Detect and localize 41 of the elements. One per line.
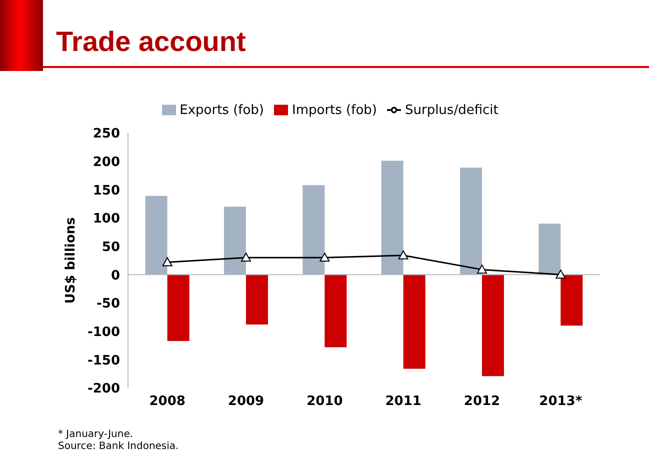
x-tick-label: 2009: [228, 394, 264, 410]
bar: [403, 274, 426, 369]
y-tick-label: 250: [92, 126, 120, 142]
legend-label: Imports (fob): [292, 103, 377, 118]
y-tick-label: 0: [110, 268, 120, 284]
source-note: Source: Bank Indonesia.: [58, 441, 179, 453]
y-tick-label: 50: [102, 240, 120, 255]
y-tick-label: -150: [87, 353, 120, 368]
bar: [482, 274, 504, 376]
legend-label: Exports (fob): [180, 103, 264, 118]
bar: [324, 274, 347, 348]
bar: [145, 196, 168, 275]
legend-label: Surplus/deficit: [404, 103, 498, 118]
point: [320, 252, 330, 262]
y-tick-label: -100: [87, 324, 120, 340]
text: * January-June.: [58, 429, 134, 441]
bar: [167, 274, 190, 341]
bar: [538, 224, 561, 275]
y-tick-label: 100: [92, 212, 120, 227]
point: [556, 270, 566, 279]
x-tick-label: 2010: [306, 394, 343, 410]
y-tick-label: 150: [92, 183, 120, 198]
y-axis-title: US$ billions: [64, 216, 79, 304]
y-tick-label: 200: [92, 154, 120, 170]
y-tick-label: -200: [87, 382, 120, 397]
bar: [381, 160, 404, 275]
chart-title: Trade account: [56, 26, 246, 58]
bar: [302, 185, 325, 275]
bar: [224, 206, 246, 275]
bar: [560, 274, 583, 326]
y-tick-label: -50: [96, 296, 120, 312]
bar: [246, 274, 268, 325]
x-tick-label: 2011: [385, 394, 422, 410]
x-tick-label: 2012: [464, 394, 500, 410]
bar: [460, 168, 482, 275]
x-tick-label: 2013*: [539, 394, 582, 410]
point: [162, 257, 172, 266]
point: [398, 250, 408, 260]
x-tick-label: 2008: [149, 394, 186, 410]
point: [241, 252, 251, 262]
point: [477, 264, 487, 274]
